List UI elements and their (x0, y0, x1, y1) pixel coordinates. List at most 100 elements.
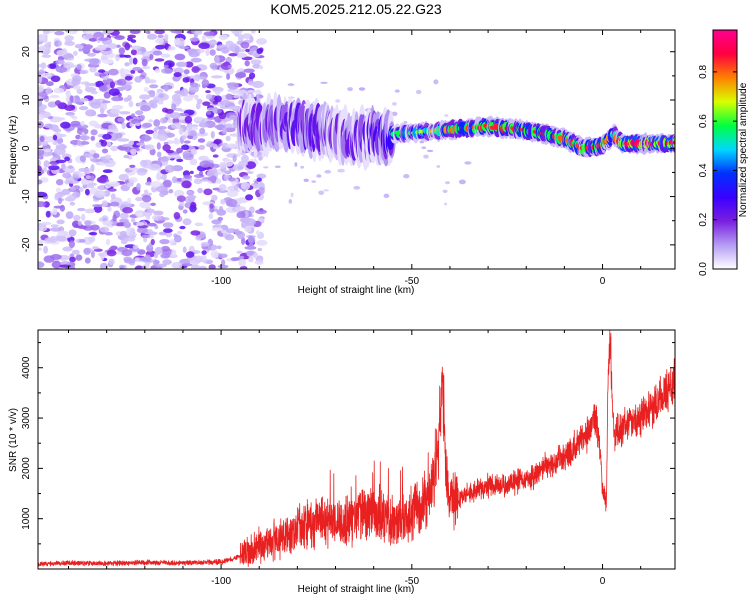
noise-cell (335, 99, 341, 103)
noise-cell (52, 207, 58, 216)
noise-cell (206, 260, 213, 265)
noise-cell (199, 178, 210, 182)
noise-cell (80, 120, 85, 126)
y-tick-label: 20 (21, 46, 32, 58)
noise-cell (136, 142, 146, 146)
noise-cell (228, 177, 236, 182)
noise-cell (176, 147, 183, 154)
noise-cell (88, 236, 96, 242)
noise-cell (83, 247, 91, 255)
noise-cell (250, 30, 256, 34)
noise-cell (69, 186, 76, 191)
noise-cell (55, 66, 68, 73)
noise-cell (71, 78, 81, 86)
noise-cell (197, 187, 203, 194)
noise-cell (85, 188, 90, 196)
noise-cell (38, 140, 42, 147)
noise-cell (50, 75, 61, 83)
noise-cell (174, 53, 186, 61)
noise-cell (198, 265, 207, 269)
noise-cell (83, 30, 95, 35)
noise-cell (124, 42, 131, 51)
noise-cell (101, 251, 109, 257)
noise-cell (110, 145, 119, 152)
noise-cell (161, 68, 173, 74)
noise-cell (239, 265, 248, 269)
noise-cell (150, 202, 156, 206)
noise-cell (190, 230, 201, 236)
noise-cell (92, 204, 103, 208)
noise-cell (98, 85, 108, 92)
noise-cell (76, 88, 83, 95)
noise-cell (97, 113, 108, 118)
snr-series-line (38, 330, 675, 567)
noise-cell (72, 249, 80, 255)
noise-cell (72, 173, 79, 178)
noise-cell (205, 48, 210, 56)
noise-cell (57, 197, 63, 205)
noise-cell (433, 79, 439, 85)
noise-cell (171, 249, 177, 258)
noise-cell (129, 56, 133, 65)
y-tick-label: 3000 (21, 406, 32, 429)
noise-cell (224, 123, 234, 129)
noise-cell (110, 193, 116, 199)
noise-cell (46, 41, 52, 45)
noise-cell (188, 123, 193, 131)
noise-cell (221, 46, 230, 54)
noise-cell (108, 181, 120, 187)
noise-cell (41, 221, 52, 226)
noise-cell (171, 176, 178, 184)
noise-cell (243, 68, 255, 73)
noise-cell (118, 68, 131, 75)
noise-cell (153, 252, 159, 259)
noise-cell (221, 142, 229, 149)
noise-cell (244, 210, 249, 218)
noise-cell (225, 93, 233, 100)
noise-cell (311, 180, 317, 183)
noise-cell (210, 131, 215, 139)
noise-cell (64, 35, 75, 41)
noise-cell (152, 259, 158, 267)
noise-cell (53, 147, 66, 156)
noise-cell (84, 33, 94, 39)
noise-cell (178, 127, 184, 135)
colorbar-tick-label: 0.8 (698, 64, 709, 78)
noise-cell (173, 72, 182, 78)
noise-cell (60, 121, 71, 129)
noise-cell (165, 108, 174, 114)
noise-cell (199, 127, 206, 135)
noise-cell (161, 245, 170, 252)
noise-cell (208, 213, 214, 220)
noise-cell (164, 164, 175, 173)
x-tick-label: 0 (600, 276, 606, 287)
noise-cell (200, 242, 210, 247)
noise-cell (197, 138, 206, 143)
noise-cell (49, 227, 62, 232)
noise-cell (158, 231, 167, 236)
noise-cell (139, 114, 145, 121)
noise-cell (89, 66, 97, 73)
noise-cell (218, 34, 229, 41)
noise-cell (258, 187, 265, 195)
noise-cell (68, 240, 75, 249)
spectrogram-y-axis-label: Frequency (Hz) (8, 116, 19, 185)
noise-cell (130, 113, 136, 118)
noise-cell (118, 173, 129, 181)
noise-cell (52, 126, 59, 132)
noise-cell (147, 222, 157, 227)
noise-cell (49, 235, 58, 244)
noise-cell (50, 224, 60, 228)
noise-cell (256, 48, 263, 55)
noise-cell (123, 154, 130, 159)
noise-cell (117, 117, 125, 123)
noise-cell (90, 175, 95, 182)
noise-cell (250, 59, 262, 65)
noise-cell (79, 239, 86, 243)
noise-cell (316, 174, 322, 178)
noise-cell (73, 50, 78, 56)
noise-cell (155, 44, 166, 50)
noise-cell (403, 174, 410, 179)
snr-ticks: -100 -50 0 1000 2000 3000 4000 (21, 330, 675, 587)
